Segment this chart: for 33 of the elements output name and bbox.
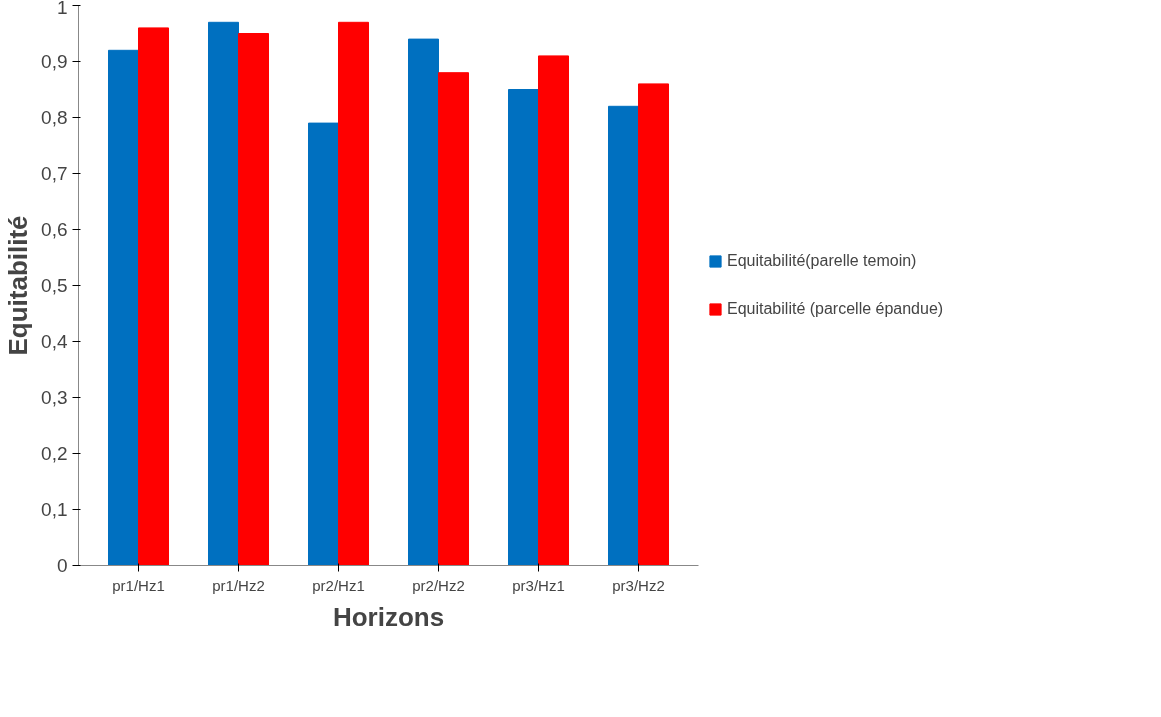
bar bbox=[438, 72, 469, 566]
legend-label: Equitabilité(parelle temoin) bbox=[727, 252, 917, 270]
bar bbox=[508, 89, 539, 566]
bar bbox=[208, 21, 239, 566]
y-tick-label: 0,3 bbox=[41, 387, 68, 408]
y-tick-label: 0,1 bbox=[41, 499, 68, 520]
x-tick-label: pr1/Hz1 bbox=[112, 576, 165, 594]
bar bbox=[608, 105, 639, 566]
x-tick-label: pr3/Hz2 bbox=[612, 576, 665, 594]
y-axis-title: Equitabilité bbox=[3, 215, 34, 356]
y-tick-label: 0,4 bbox=[41, 331, 68, 352]
bar bbox=[338, 21, 369, 566]
y-tick-label: 0,7 bbox=[41, 163, 68, 184]
x-tick-label: pr3/Hz1 bbox=[512, 576, 565, 594]
legend-label: Equitabilité (parcelle épandue) bbox=[727, 300, 944, 318]
bar bbox=[138, 27, 169, 566]
y-tick-label: 0,5 bbox=[41, 275, 68, 296]
y-tick-label: 1 bbox=[56, 0, 68, 18]
x-tick-label: pr2/Hz2 bbox=[412, 576, 465, 594]
bar bbox=[308, 122, 339, 566]
y-tick-label: 0,9 bbox=[41, 51, 68, 72]
bar bbox=[408, 38, 439, 566]
bar bbox=[538, 55, 569, 566]
x-tick-label: pr1/Hz2 bbox=[212, 576, 265, 594]
x-tick-label: pr2/Hz1 bbox=[312, 576, 365, 594]
y-tick-label: 0,8 bbox=[41, 107, 68, 128]
bar bbox=[108, 49, 139, 566]
y-tick-label: 0,6 bbox=[41, 219, 68, 240]
x-axis-title: Horizons bbox=[332, 601, 445, 632]
y-tick-label: 0 bbox=[56, 555, 68, 576]
bar bbox=[238, 33, 269, 566]
bar bbox=[638, 83, 669, 566]
y-tick-label: 0,2 bbox=[41, 443, 68, 464]
